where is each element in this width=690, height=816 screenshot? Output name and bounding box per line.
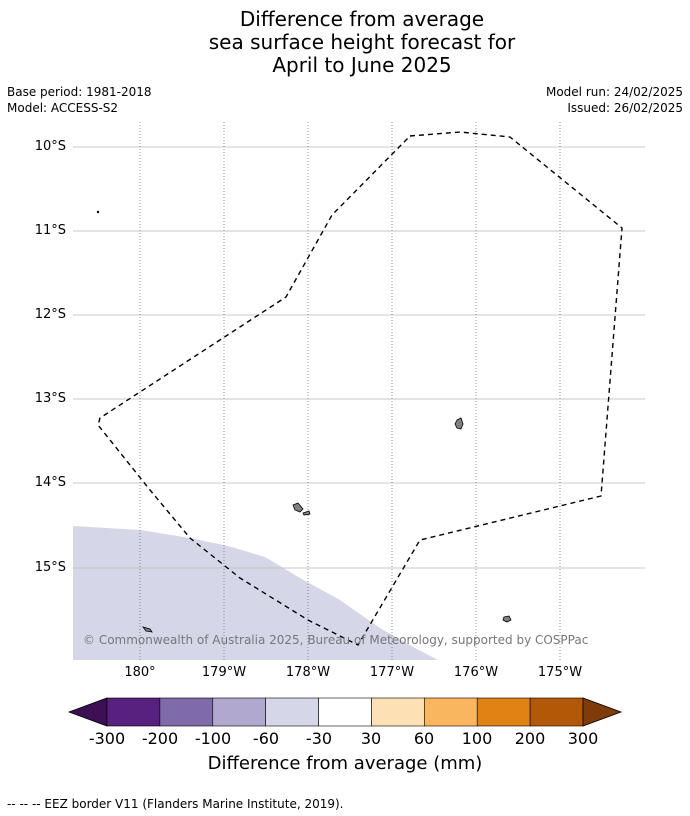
title-line-1: Difference from average — [239, 7, 485, 31]
colorbar-tick-8: 100 — [461, 729, 493, 748]
island-east — [454, 417, 464, 430]
lat-gridlines — [73, 146, 645, 569]
colorbar-tick-4: -60 — [252, 729, 280, 748]
colorbar-tick-10: 300 — [567, 729, 599, 748]
lon-label-180: 180° — [124, 665, 156, 680]
lon-label-176w: 176°W — [453, 665, 499, 680]
lat-label-15s: 15°S — [34, 560, 66, 575]
colorbar-segment — [265, 697, 319, 727]
eez-footnote: -- -- -- EEZ border V11 (Flanders Marine… — [7, 797, 344, 811]
lon-label-177w: 177°W — [369, 665, 415, 680]
lat-label-10s: 10°S — [34, 139, 66, 154]
lat-label-11s: 11°S — [34, 223, 66, 238]
island-northwest — [96, 210, 100, 214]
model-run: Model run: 24/02/2025 — [545, 85, 683, 99]
lat-label-12s: 12°S — [34, 307, 66, 322]
copyright-notice: © Commonwealth of Australia 2025, Bureau… — [83, 633, 589, 647]
lon-label-179w: 179°W — [201, 665, 247, 680]
lat-label-13s: 13°S — [34, 391, 66, 406]
anomaly-region — [73, 526, 438, 660]
island-southeast — [502, 615, 512, 623]
colorbar — [67, 697, 623, 727]
meta-right: Model run: 24/02/2025 Issued: 26/02/2025 — [546, 84, 683, 116]
islands — [96, 210, 512, 633]
lon-label-175w: 175°W — [537, 665, 583, 680]
colorbar-extend-high — [582, 697, 623, 727]
chart-title: Difference from average sea surface heig… — [0, 8, 690, 77]
colorbar-tick-9: 200 — [514, 729, 546, 748]
colorbar-tick-7: 60 — [413, 729, 435, 748]
colorbar-tick-2: -200 — [141, 729, 179, 748]
colorbar-segment — [212, 697, 266, 727]
lat-label-14s: 14°S — [34, 475, 66, 490]
colorbar-segment — [529, 697, 584, 727]
colorbar-extend-low — [67, 697, 108, 727]
colorbar-tick-5: -30 — [305, 729, 333, 748]
island-central-2 — [302, 510, 311, 516]
colorbar-tick-6: 30 — [360, 729, 382, 748]
island-central — [292, 502, 304, 513]
issued-date: Issued: 26/02/2025 — [567, 101, 683, 115]
colorbar-tick-3: -100 — [194, 729, 232, 748]
title-line-3: April to June 2025 — [272, 53, 452, 77]
title-line-2: sea surface height forecast for — [208, 30, 516, 54]
base-period: Base period: 1981-2018 — [7, 85, 152, 99]
colorbar-tick-1: -300 — [88, 729, 126, 748]
colorbar-segment — [424, 697, 478, 727]
lon-label-178w: 178°W — [285, 665, 331, 680]
colorbar-segment — [371, 697, 425, 727]
colorbar-segment — [106, 697, 161, 727]
eez-border — [97, 131, 623, 646]
colorbar-segment — [159, 697, 214, 727]
colorbar-segment — [318, 697, 372, 727]
island-southwest — [141, 626, 153, 633]
model-name: Model: ACCESS-S2 — [7, 101, 119, 115]
colorbar-segment — [476, 697, 531, 727]
colorbar-title: Difference from average (mm) — [207, 753, 483, 774]
meta-left: Base period: 1981-2018 Model: ACCESS-S2 — [7, 84, 152, 116]
